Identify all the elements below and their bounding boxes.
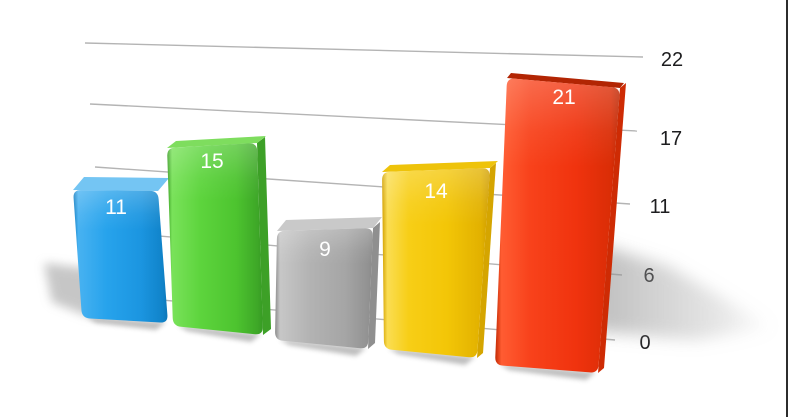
bar: 14 bbox=[382, 161, 498, 365]
bar-floor-shadow bbox=[590, 242, 775, 340]
bar-top-face bbox=[167, 136, 266, 148]
bar-value-label: 21 bbox=[552, 86, 575, 109]
bar: 9 bbox=[275, 217, 382, 356]
bar-value-label: 15 bbox=[200, 150, 223, 173]
bar-side-face bbox=[598, 83, 626, 373]
bar: 21 bbox=[495, 73, 626, 380]
bar-top-face bbox=[277, 217, 382, 231]
y-axis-tick-label: 17 bbox=[660, 128, 682, 150]
bar-value-label: 14 bbox=[424, 180, 448, 203]
bar-top-face bbox=[73, 177, 169, 191]
y-axis-tick-label: 0 bbox=[639, 332, 650, 354]
bar-side-face bbox=[257, 137, 271, 335]
bar-value-label: 11 bbox=[105, 196, 127, 219]
bar-gloss-highlight bbox=[275, 228, 373, 349]
bar-gloss-highlight bbox=[167, 143, 263, 335]
bar-top-face bbox=[507, 73, 624, 88]
bar-top-face bbox=[382, 161, 498, 172]
y-axis-tick-label: 22 bbox=[661, 49, 683, 71]
gridline bbox=[84, 42, 644, 58]
bar-gloss-highlight bbox=[73, 190, 168, 323]
y-axis-tick-label: 11 bbox=[650, 196, 671, 218]
bar-contact-shadow bbox=[499, 364, 596, 380]
bar-side-face bbox=[368, 222, 380, 349]
bar: 11 bbox=[73, 177, 169, 330]
bar-side-face bbox=[477, 163, 496, 358]
bar-contact-shadow bbox=[86, 317, 166, 330]
bar-contact-shadow bbox=[388, 348, 475, 365]
bar: 15 bbox=[167, 136, 271, 342]
bar-gloss-highlight bbox=[495, 78, 620, 373]
bar-contact-shadow bbox=[177, 325, 261, 342]
bar-contact-shadow bbox=[279, 339, 366, 356]
bar-value-label: 9 bbox=[319, 238, 331, 261]
bar-gloss-highlight bbox=[382, 168, 490, 358]
